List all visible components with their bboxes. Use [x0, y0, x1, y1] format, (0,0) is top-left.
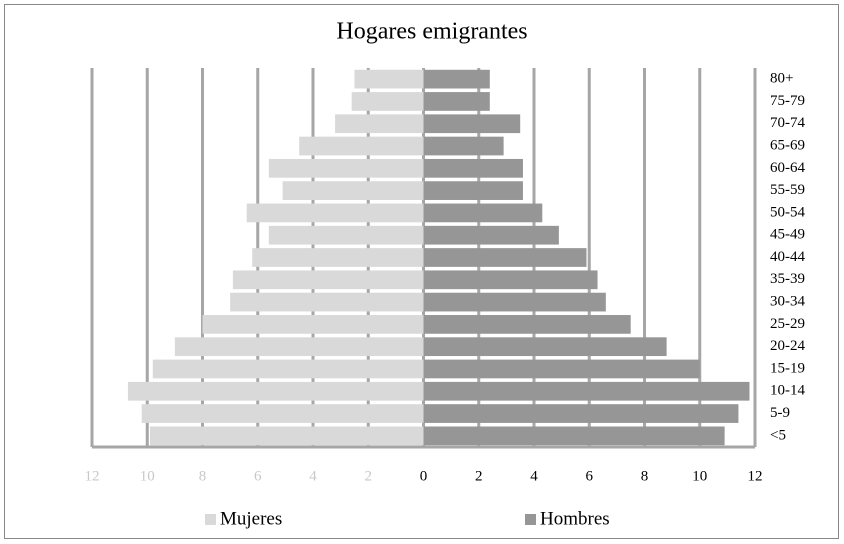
- x-tick-label: 8: [199, 468, 207, 484]
- y-tick-label: 80+: [770, 71, 793, 87]
- chart-title: Hogares emigrantes: [336, 19, 527, 45]
- y-tick-label: 70-74: [770, 115, 805, 131]
- x-tick-label: 0: [420, 468, 428, 484]
- y-tick-label: 20-24: [770, 338, 805, 354]
- legend-label: Hombres: [540, 508, 610, 529]
- bar: [423, 381, 750, 401]
- bar: [141, 404, 424, 423]
- bar: [423, 270, 598, 290]
- y-tick-label: 5-9: [770, 405, 790, 421]
- bar: [423, 292, 606, 312]
- bar: [423, 359, 700, 379]
- bar: [282, 181, 424, 200]
- y-tick-label: 30-34: [770, 294, 805, 310]
- bar: [351, 92, 424, 111]
- x-tick-label: 4: [309, 468, 317, 484]
- legend-swatch: [205, 514, 216, 525]
- bar: [423, 248, 587, 267]
- x-tick-label: 2: [365, 468, 373, 484]
- bar: [127, 381, 424, 401]
- y-tick-label: <5: [770, 427, 786, 443]
- legend-swatch: [525, 514, 536, 525]
- bar: [423, 136, 504, 156]
- y-tick-label: 10-14: [770, 383, 805, 399]
- bar: [268, 158, 424, 178]
- x-tick-label: 4: [530, 468, 538, 484]
- y-tick-label: 25-29: [770, 316, 805, 332]
- bar: [423, 92, 490, 111]
- bar: [150, 426, 424, 446]
- y-tick-label: 40-44: [770, 249, 805, 265]
- bar: [202, 315, 424, 334]
- bar: [423, 225, 559, 245]
- bar: [423, 315, 631, 334]
- bar: [423, 337, 667, 357]
- bar: [423, 69, 490, 89]
- x-tick-label: 6: [254, 468, 262, 484]
- bar: [252, 248, 424, 267]
- x-tick-label: 12: [748, 468, 763, 484]
- y-tick-label: 65-69: [770, 137, 805, 153]
- y-tick-label: 35-39: [770, 271, 805, 287]
- bar: [423, 426, 725, 446]
- y-tick-label: 55-59: [770, 182, 805, 198]
- y-tick-label: 50-54: [770, 204, 805, 220]
- bar: [246, 203, 424, 223]
- bar: [230, 292, 424, 312]
- bar: [423, 158, 523, 178]
- x-tick-label: 6: [586, 468, 594, 484]
- x-tick-label: 10: [692, 468, 707, 484]
- y-tick-label: 60-64: [770, 160, 805, 176]
- bar: [299, 136, 424, 156]
- bar: [423, 203, 543, 223]
- x-tick-label: 10: [140, 468, 155, 484]
- bar: [174, 337, 424, 357]
- x-tick-label: 2: [475, 468, 483, 484]
- bar: [423, 404, 739, 423]
- x-tick-label: 8: [641, 468, 649, 484]
- legend-label: Mujeres: [220, 508, 282, 529]
- bar: [423, 114, 521, 134]
- x-tick-label: 12: [85, 468, 100, 484]
- bar: [152, 359, 424, 379]
- bar: [354, 69, 424, 89]
- y-tick-label: 15-19: [770, 360, 805, 376]
- bar: [335, 114, 424, 134]
- y-tick-label: 45-49: [770, 227, 805, 243]
- bar: [232, 270, 424, 290]
- bar: [268, 225, 424, 245]
- bar: [423, 181, 523, 200]
- y-tick-label: 75-79: [770, 93, 805, 109]
